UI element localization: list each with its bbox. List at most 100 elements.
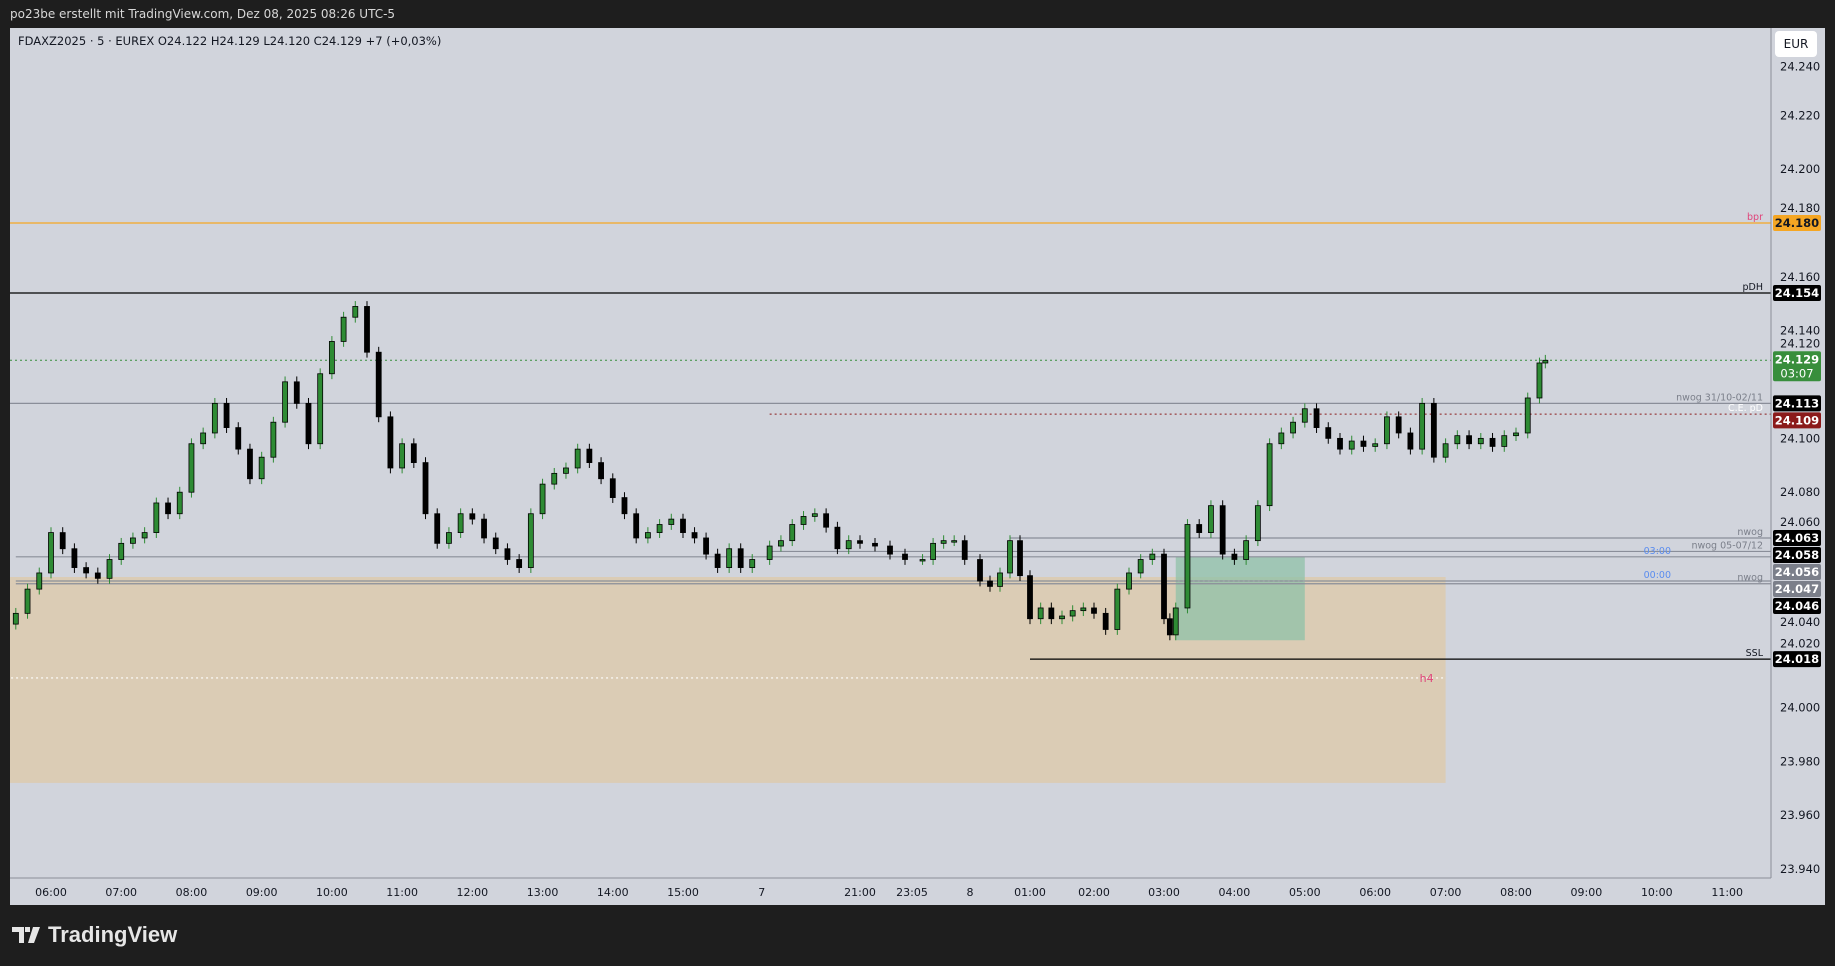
candle-body	[1395, 416, 1402, 434]
candle	[1442, 438, 1449, 463]
candle-body	[1114, 588, 1121, 630]
candle	[574, 443, 581, 474]
candle	[598, 457, 604, 485]
price-tick-label: 24.080	[1780, 485, 1820, 499]
candle	[1337, 432, 1343, 455]
candle	[1395, 411, 1402, 439]
candle-body	[703, 537, 709, 555]
candle-body	[872, 542, 878, 547]
candle-body	[516, 559, 523, 568]
candle-body	[364, 306, 370, 353]
candle	[141, 527, 148, 544]
candle	[656, 519, 663, 538]
candle	[789, 519, 796, 547]
candle-body	[36, 572, 43, 590]
candle	[24, 583, 31, 619]
candle-body	[504, 548, 511, 560]
candle	[1037, 602, 1044, 625]
price-tag-24.154: 24.154	[1773, 284, 1821, 301]
candle	[48, 527, 54, 579]
candle	[1466, 430, 1472, 450]
candle	[375, 346, 382, 423]
candle-body	[1254, 505, 1261, 542]
candle	[961, 535, 968, 565]
time-tick-label: 03:00	[1148, 886, 1180, 899]
candle	[165, 497, 171, 520]
candle	[1017, 535, 1023, 582]
candle	[834, 521, 841, 555]
time-tick-label: 12:00	[456, 886, 488, 899]
level-label: nwog	[1737, 573, 1763, 584]
candle	[59, 527, 66, 555]
candle-body	[469, 513, 476, 520]
candle	[1542, 354, 1549, 369]
brand-name: TradingView	[48, 922, 178, 947]
candle	[749, 554, 756, 573]
candle-body	[539, 483, 546, 515]
candle-body	[997, 572, 1003, 587]
candle-body	[235, 427, 242, 450]
candle	[504, 543, 511, 565]
candle-body	[1466, 435, 1472, 445]
price-tick-label: 23.960	[1780, 808, 1820, 822]
price-tick-label: 24.120	[1780, 337, 1820, 351]
candle-body	[778, 540, 784, 547]
candle-body	[1266, 443, 1273, 507]
candle	[235, 422, 242, 455]
price-chart[interactable]: h4 bpr pDH nwog 31/10-02/11C.E. pD nwog nwog …	[10, 28, 1825, 905]
candle-body	[1037, 607, 1044, 620]
candle	[1290, 416, 1296, 439]
candle-body	[375, 351, 382, 418]
candle	[1454, 430, 1461, 450]
candle	[71, 543, 78, 573]
zone-label: h4	[1420, 672, 1434, 685]
candle-body	[1126, 572, 1132, 590]
candle-body	[1477, 437, 1484, 445]
candle	[211, 397, 218, 439]
price-tick-label: 24.240	[1780, 59, 1820, 73]
candle-body	[481, 518, 487, 539]
candle	[940, 535, 947, 549]
candle-body	[352, 306, 359, 318]
price-tick-label: 24.220	[1780, 108, 1820, 122]
price-tag-bg	[1773, 546, 1821, 563]
price-tag-bg	[1773, 529, 1821, 546]
candle	[1254, 500, 1261, 547]
candle	[951, 535, 958, 547]
candle-body	[12, 612, 19, 625]
candle-body	[919, 559, 926, 562]
time-tick-label: 05:00	[1289, 886, 1321, 899]
candle-body	[1196, 524, 1203, 533]
chart-pane[interactable]: h4 bpr pDH nwog 31/10-02/11 C.E. pD nwog nwog …	[10, 28, 1825, 905]
candle	[1102, 607, 1109, 635]
candle	[1149, 548, 1156, 565]
candle	[516, 554, 523, 573]
candle-body	[410, 443, 417, 463]
chart-caption: po23be erstellt mit TradingView.com, Dez…	[0, 0, 1835, 28]
candle	[691, 527, 698, 544]
price-tick-label: 24.200	[1780, 162, 1820, 176]
candle	[1372, 438, 1379, 452]
candle-body	[1542, 359, 1549, 364]
price-tag-bg	[1773, 284, 1821, 301]
price-tag-value: 24.056	[1775, 565, 1819, 579]
candle-body	[951, 540, 958, 543]
price-tag-bg	[1773, 395, 1821, 412]
price-tag-value: 24.018	[1775, 652, 1819, 666]
candle-body	[1384, 416, 1390, 445]
candle-body	[1166, 618, 1173, 636]
currency-button[interactable]: EUR	[1775, 31, 1817, 57]
candle	[410, 438, 417, 468]
candle	[364, 301, 370, 358]
price-tag-24.056: 24.056	[1773, 563, 1821, 580]
candle-body	[83, 567, 90, 574]
candle-body	[621, 497, 628, 515]
candle	[387, 411, 394, 474]
candle	[118, 537, 125, 565]
price-tag-24.063: 24.063	[1773, 529, 1821, 546]
price-tag-value: 24.046	[1775, 599, 1819, 613]
candle	[1069, 605, 1076, 622]
candle-body	[141, 532, 148, 539]
candle-body	[446, 532, 452, 544]
level-label: nwog 05-07/12	[1691, 540, 1763, 551]
